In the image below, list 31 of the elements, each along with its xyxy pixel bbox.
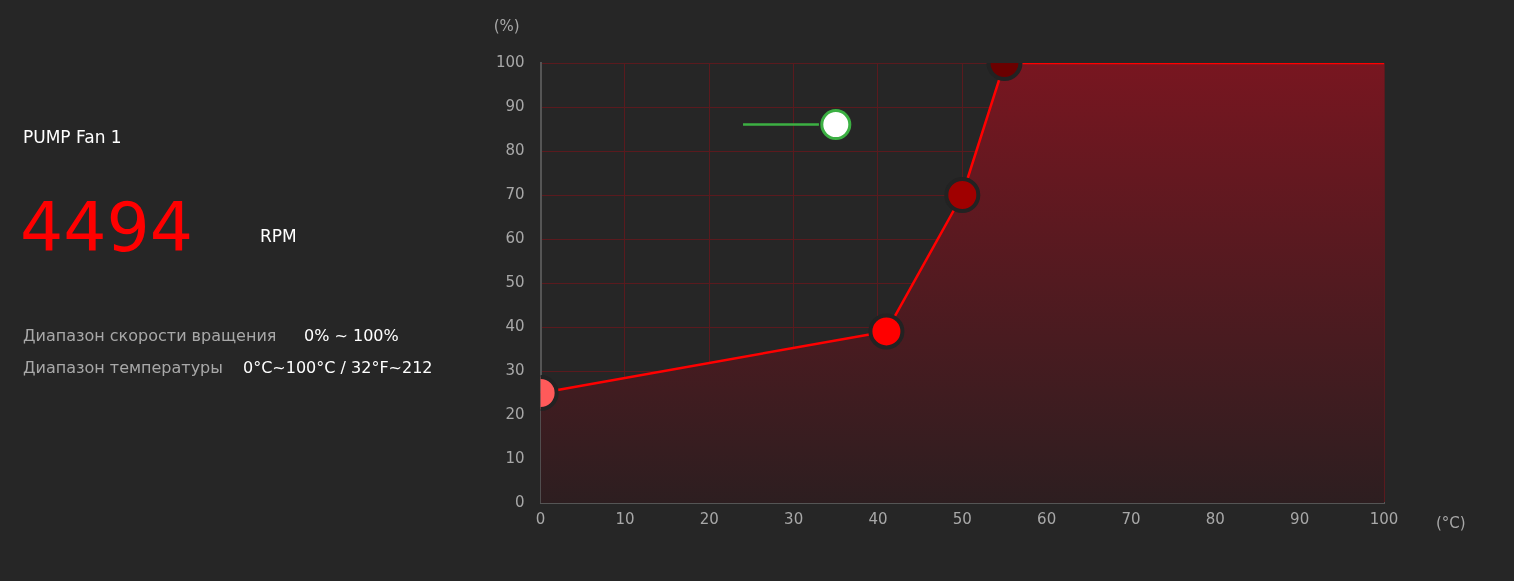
x-tick-label: 70 [1121, 509, 1141, 528]
x-tick-label: 50 [952, 509, 972, 528]
y-tick-label: 70 [505, 184, 525, 203]
text: RPM [260, 226, 297, 246]
text: Диапазон скорости вращения [23, 326, 277, 345]
y-tick-label: 0 [515, 492, 525, 511]
text: PUMP Fan 1 [23, 127, 122, 147]
y-tick-label: 10 [505, 448, 525, 467]
x-tick-label: 80 [1205, 509, 1225, 528]
x-tick-label: 20 [699, 509, 719, 528]
y-tick-label: 80 [505, 140, 525, 159]
y-tick-label: 30 [505, 360, 525, 379]
y-tick-label: 50 [505, 272, 525, 291]
y-tick-label: 100 [495, 52, 525, 71]
x-axis-title: (°C) [1436, 514, 1466, 533]
text: 0°C~100°C / 32°F~212 [243, 358, 433, 377]
text: 4494 [20, 188, 194, 267]
x-tick-label: 30 [784, 509, 804, 528]
text: Диапазон температуры [23, 358, 223, 377]
x-tick-label: 40 [868, 509, 888, 528]
y-axis-title: (%) [493, 17, 520, 36]
x-tick-label: 100 [1369, 509, 1399, 528]
x-tick-label: 10 [615, 509, 635, 528]
y-tick-label: 60 [505, 228, 525, 247]
y-tick-label: 90 [505, 96, 525, 115]
y-tick-label: 40 [505, 316, 525, 335]
x-tick-label: 0 [535, 509, 546, 528]
x-tick-label: 90 [1290, 509, 1310, 528]
text: 0% ~ 100% [304, 326, 399, 345]
x-tick-label: 60 [1037, 509, 1057, 528]
y-tick-label: 20 [505, 404, 525, 423]
